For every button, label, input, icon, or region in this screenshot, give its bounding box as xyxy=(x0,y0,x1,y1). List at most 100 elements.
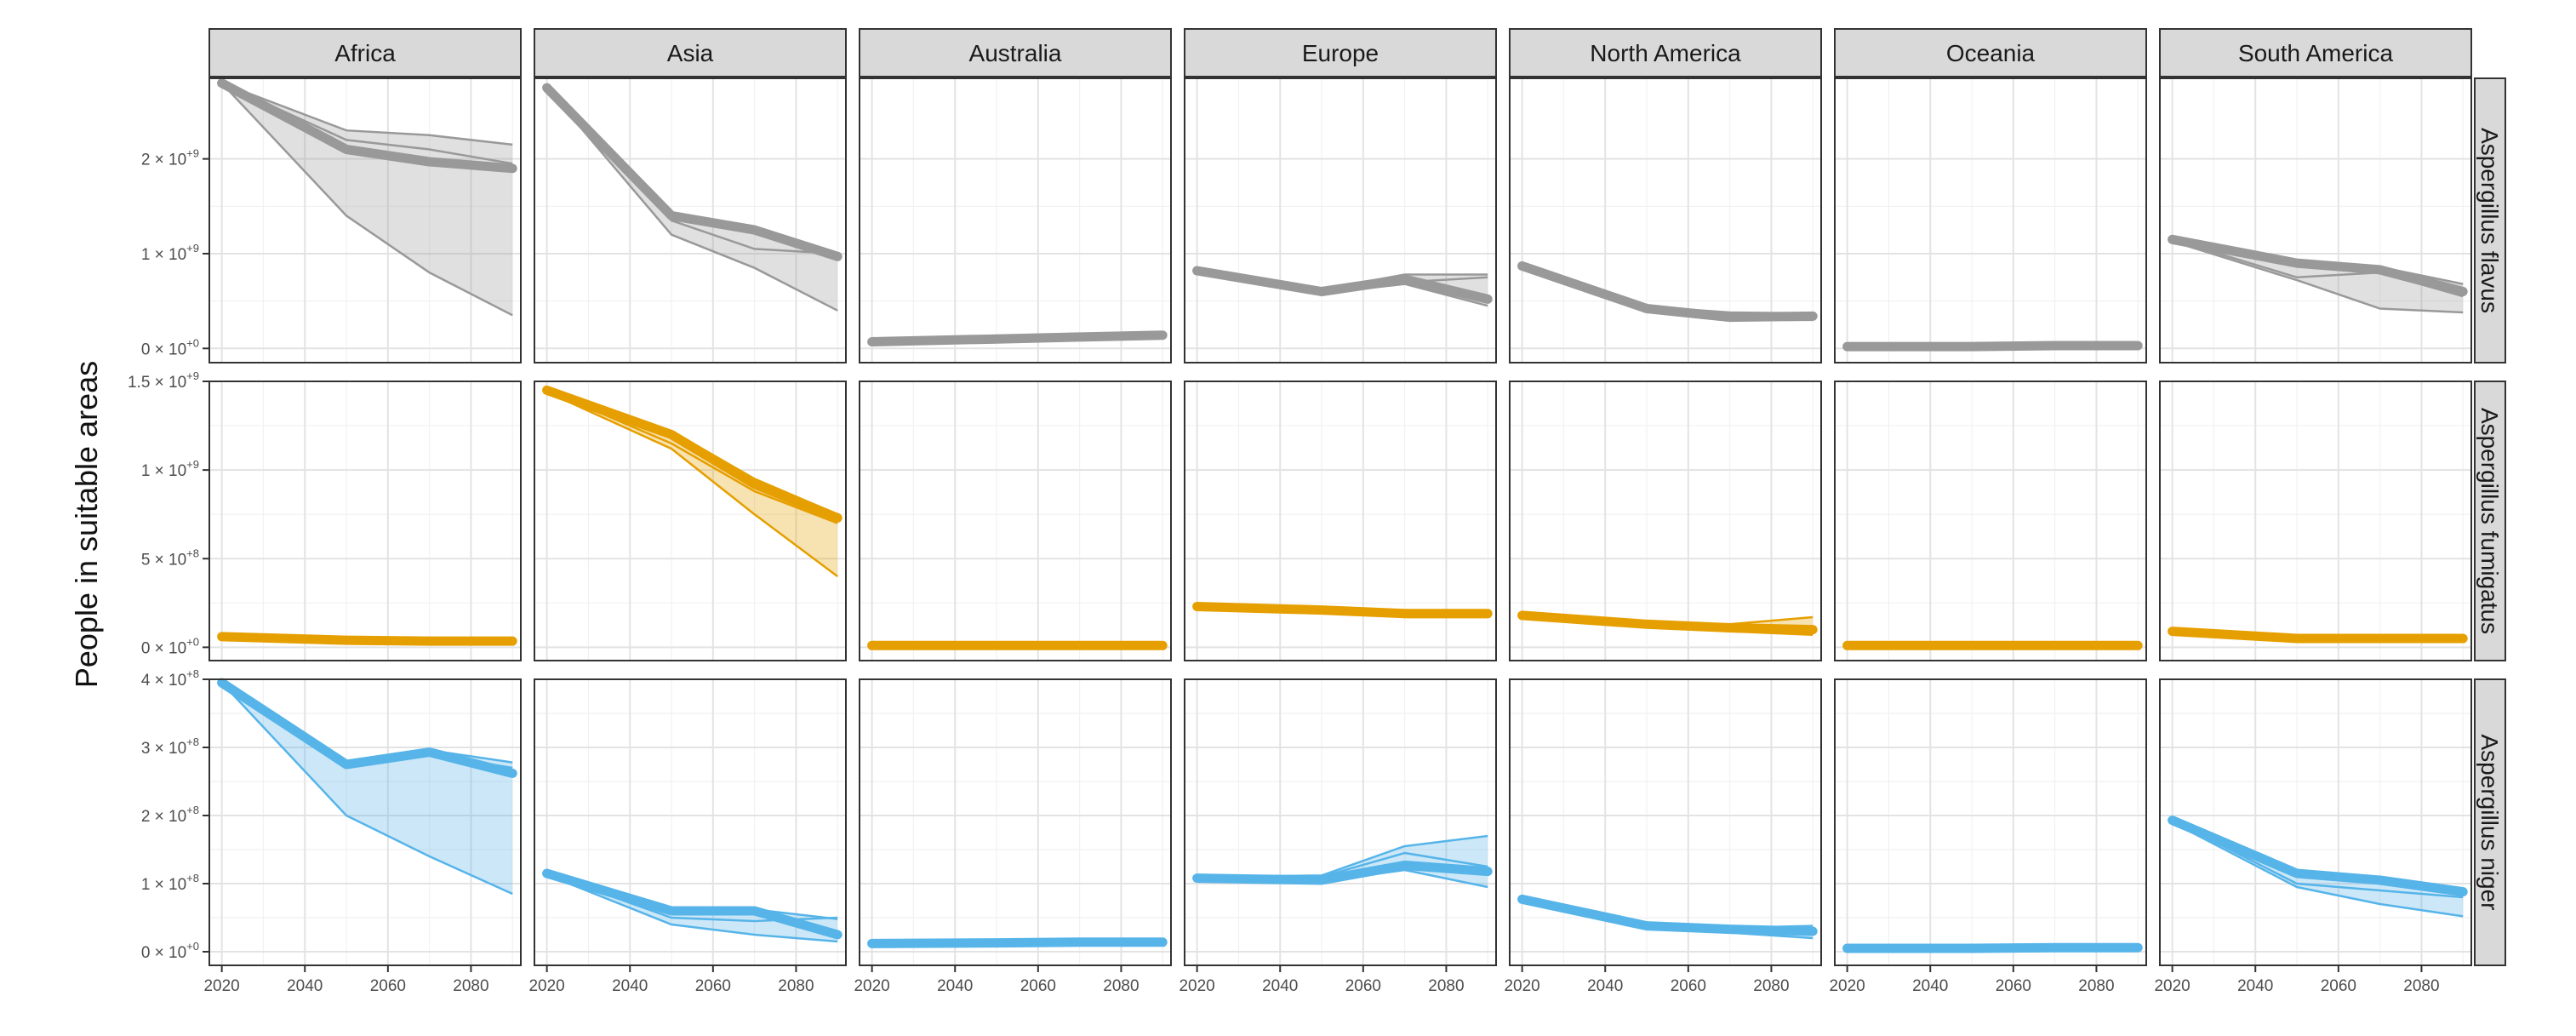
panel-aspergillus-niger-south-america xyxy=(2159,678,2472,966)
strip-asia: Asia xyxy=(534,28,847,77)
panel-border xyxy=(534,678,847,966)
y-tick-mantissa: 3 × 10 xyxy=(141,740,186,758)
y-tick-mantissa: 0 × 10 xyxy=(141,944,186,962)
strip-bg xyxy=(2159,28,2472,77)
mean-line xyxy=(1192,860,1493,885)
x-tick-label: 2080 xyxy=(2403,977,2439,995)
panel-aspergillus-fumigatus-europe xyxy=(1184,381,1497,661)
panel-border xyxy=(1509,77,1822,363)
x-tick-label: 2040 xyxy=(1587,977,1623,995)
panel-bg xyxy=(1835,381,2146,661)
panel-bg xyxy=(860,381,1171,661)
x-tick-label: 2060 xyxy=(1996,977,2031,995)
y-tick-label: 2 × 10+9 xyxy=(141,147,199,169)
panel-aspergillus-fumigatus-australia xyxy=(859,381,1172,661)
panel-border xyxy=(1834,77,2147,363)
panel-bg xyxy=(1185,381,1496,661)
panel-aspergillus-flavus-north-america xyxy=(1509,77,1822,363)
y-tick-mantissa: 0 × 10 xyxy=(141,639,186,657)
strip-australia: Australia xyxy=(859,28,1172,77)
scenario-line-low xyxy=(220,682,513,896)
panel-border xyxy=(2159,381,2472,661)
strip-oceania: Oceania xyxy=(1834,28,2147,77)
y-tick-mantissa: 1 × 10 xyxy=(141,462,186,480)
strip-bg xyxy=(1184,28,1497,77)
strip-label: Europe xyxy=(1302,40,1379,66)
x-tick-label: 2060 xyxy=(370,977,406,995)
strip-label: Asia xyxy=(667,40,714,66)
y-tick-label: 3 × 10+8 xyxy=(141,736,199,758)
y-tick-label: 5 × 10+8 xyxy=(141,547,199,569)
x-tick-label: 2080 xyxy=(1103,977,1139,995)
strip-bg xyxy=(1509,28,1822,77)
strip-aspergillus-fumigatus: Aspergillus fumigatus xyxy=(2474,381,2506,661)
scenario-line-high xyxy=(221,82,513,146)
x-tick-label: 2080 xyxy=(2078,977,2114,995)
x-tick-label: 2020 xyxy=(528,977,564,995)
strip-aspergillus-flavus: Aspergillus flavus xyxy=(2474,77,2506,363)
mean-line xyxy=(867,330,1168,346)
panel-border xyxy=(1184,381,1497,661)
scenario-line-mid xyxy=(2172,819,2464,899)
panel-border xyxy=(1509,381,1822,661)
y-tick-exponent: +0 xyxy=(186,940,199,953)
strip-label: Aspergillus fumigatus xyxy=(2476,408,2503,634)
y-tick-mantissa: 1 × 10 xyxy=(141,876,186,894)
panel-aspergillus-fumigatus-oceania xyxy=(1834,381,2147,661)
x-tick-label: 2080 xyxy=(1428,977,1464,995)
scenario-line-low xyxy=(546,873,838,943)
x-tick-label: 2020 xyxy=(2154,977,2190,995)
panel-bg xyxy=(1185,679,1496,965)
panel-border xyxy=(534,77,847,363)
strip-bg xyxy=(208,28,522,77)
panel-border xyxy=(208,381,522,661)
y-tick-mantissa: 2 × 10 xyxy=(141,808,186,826)
strip-label: Aspergillus niger xyxy=(2476,735,2503,911)
mean-line xyxy=(2168,816,2468,897)
mean-line xyxy=(217,632,517,646)
range-ribbon xyxy=(546,872,838,942)
panel-border xyxy=(1834,381,2147,661)
y-tick-label: 0 × 10+0 xyxy=(141,940,199,962)
panel-border xyxy=(859,77,1172,363)
x-tick-label: 2060 xyxy=(2321,977,2356,995)
y-tick-exponent: +8 xyxy=(186,736,199,748)
mean-line xyxy=(1517,610,1818,635)
strip-bg xyxy=(2474,77,2506,363)
range-ribbon xyxy=(1197,836,1488,887)
panel-bg xyxy=(1835,78,2146,363)
scenario-line-low xyxy=(545,87,838,312)
y-tick-label: 2 × 10+8 xyxy=(141,804,199,826)
panel-aspergillus-fumigatus-africa xyxy=(208,381,522,661)
x-tick-label: 2020 xyxy=(854,977,889,995)
panel-bg xyxy=(860,78,1171,363)
strip-label: Oceania xyxy=(1946,40,2036,66)
facet-panels xyxy=(208,77,2472,966)
x-tick-label: 2080 xyxy=(1753,977,1789,995)
strip-label: Aspergillus flavus xyxy=(2476,128,2503,313)
x-tick-label: 2040 xyxy=(287,977,323,995)
panel-aspergillus-niger-africa xyxy=(208,678,522,966)
y-tick-exponent: +9 xyxy=(186,242,199,255)
panel-aspergillus-flavus-asia xyxy=(534,77,847,363)
y-tick-mantissa: 1 × 10 xyxy=(141,246,186,264)
scenario-line-low xyxy=(2172,240,2464,314)
panel-bg xyxy=(1835,679,2146,965)
x-tick-label: 2040 xyxy=(2237,977,2273,995)
x-tick-label: 2020 xyxy=(1179,977,1214,995)
y-tick-label: 4 × 10+8 xyxy=(141,667,199,690)
panel-aspergillus-flavus-australia xyxy=(859,77,1172,363)
panel-aspergillus-niger-europe xyxy=(1184,678,1497,966)
panel-border xyxy=(1184,77,1497,363)
mean-line xyxy=(1192,602,1493,619)
mean-line xyxy=(542,385,842,523)
panel-border xyxy=(2159,77,2472,363)
mean-line xyxy=(867,937,1168,948)
y-tick-mantissa: 4 × 10 xyxy=(141,672,186,690)
mean-line xyxy=(1517,894,1818,936)
panel-border xyxy=(1834,678,2147,966)
x-tick-label: 2040 xyxy=(1262,977,1298,995)
panel-aspergillus-fumigatus-south-america xyxy=(2159,381,2472,661)
strip-bg xyxy=(1834,28,2147,77)
panel-aspergillus-flavus-europe xyxy=(1184,77,1497,363)
